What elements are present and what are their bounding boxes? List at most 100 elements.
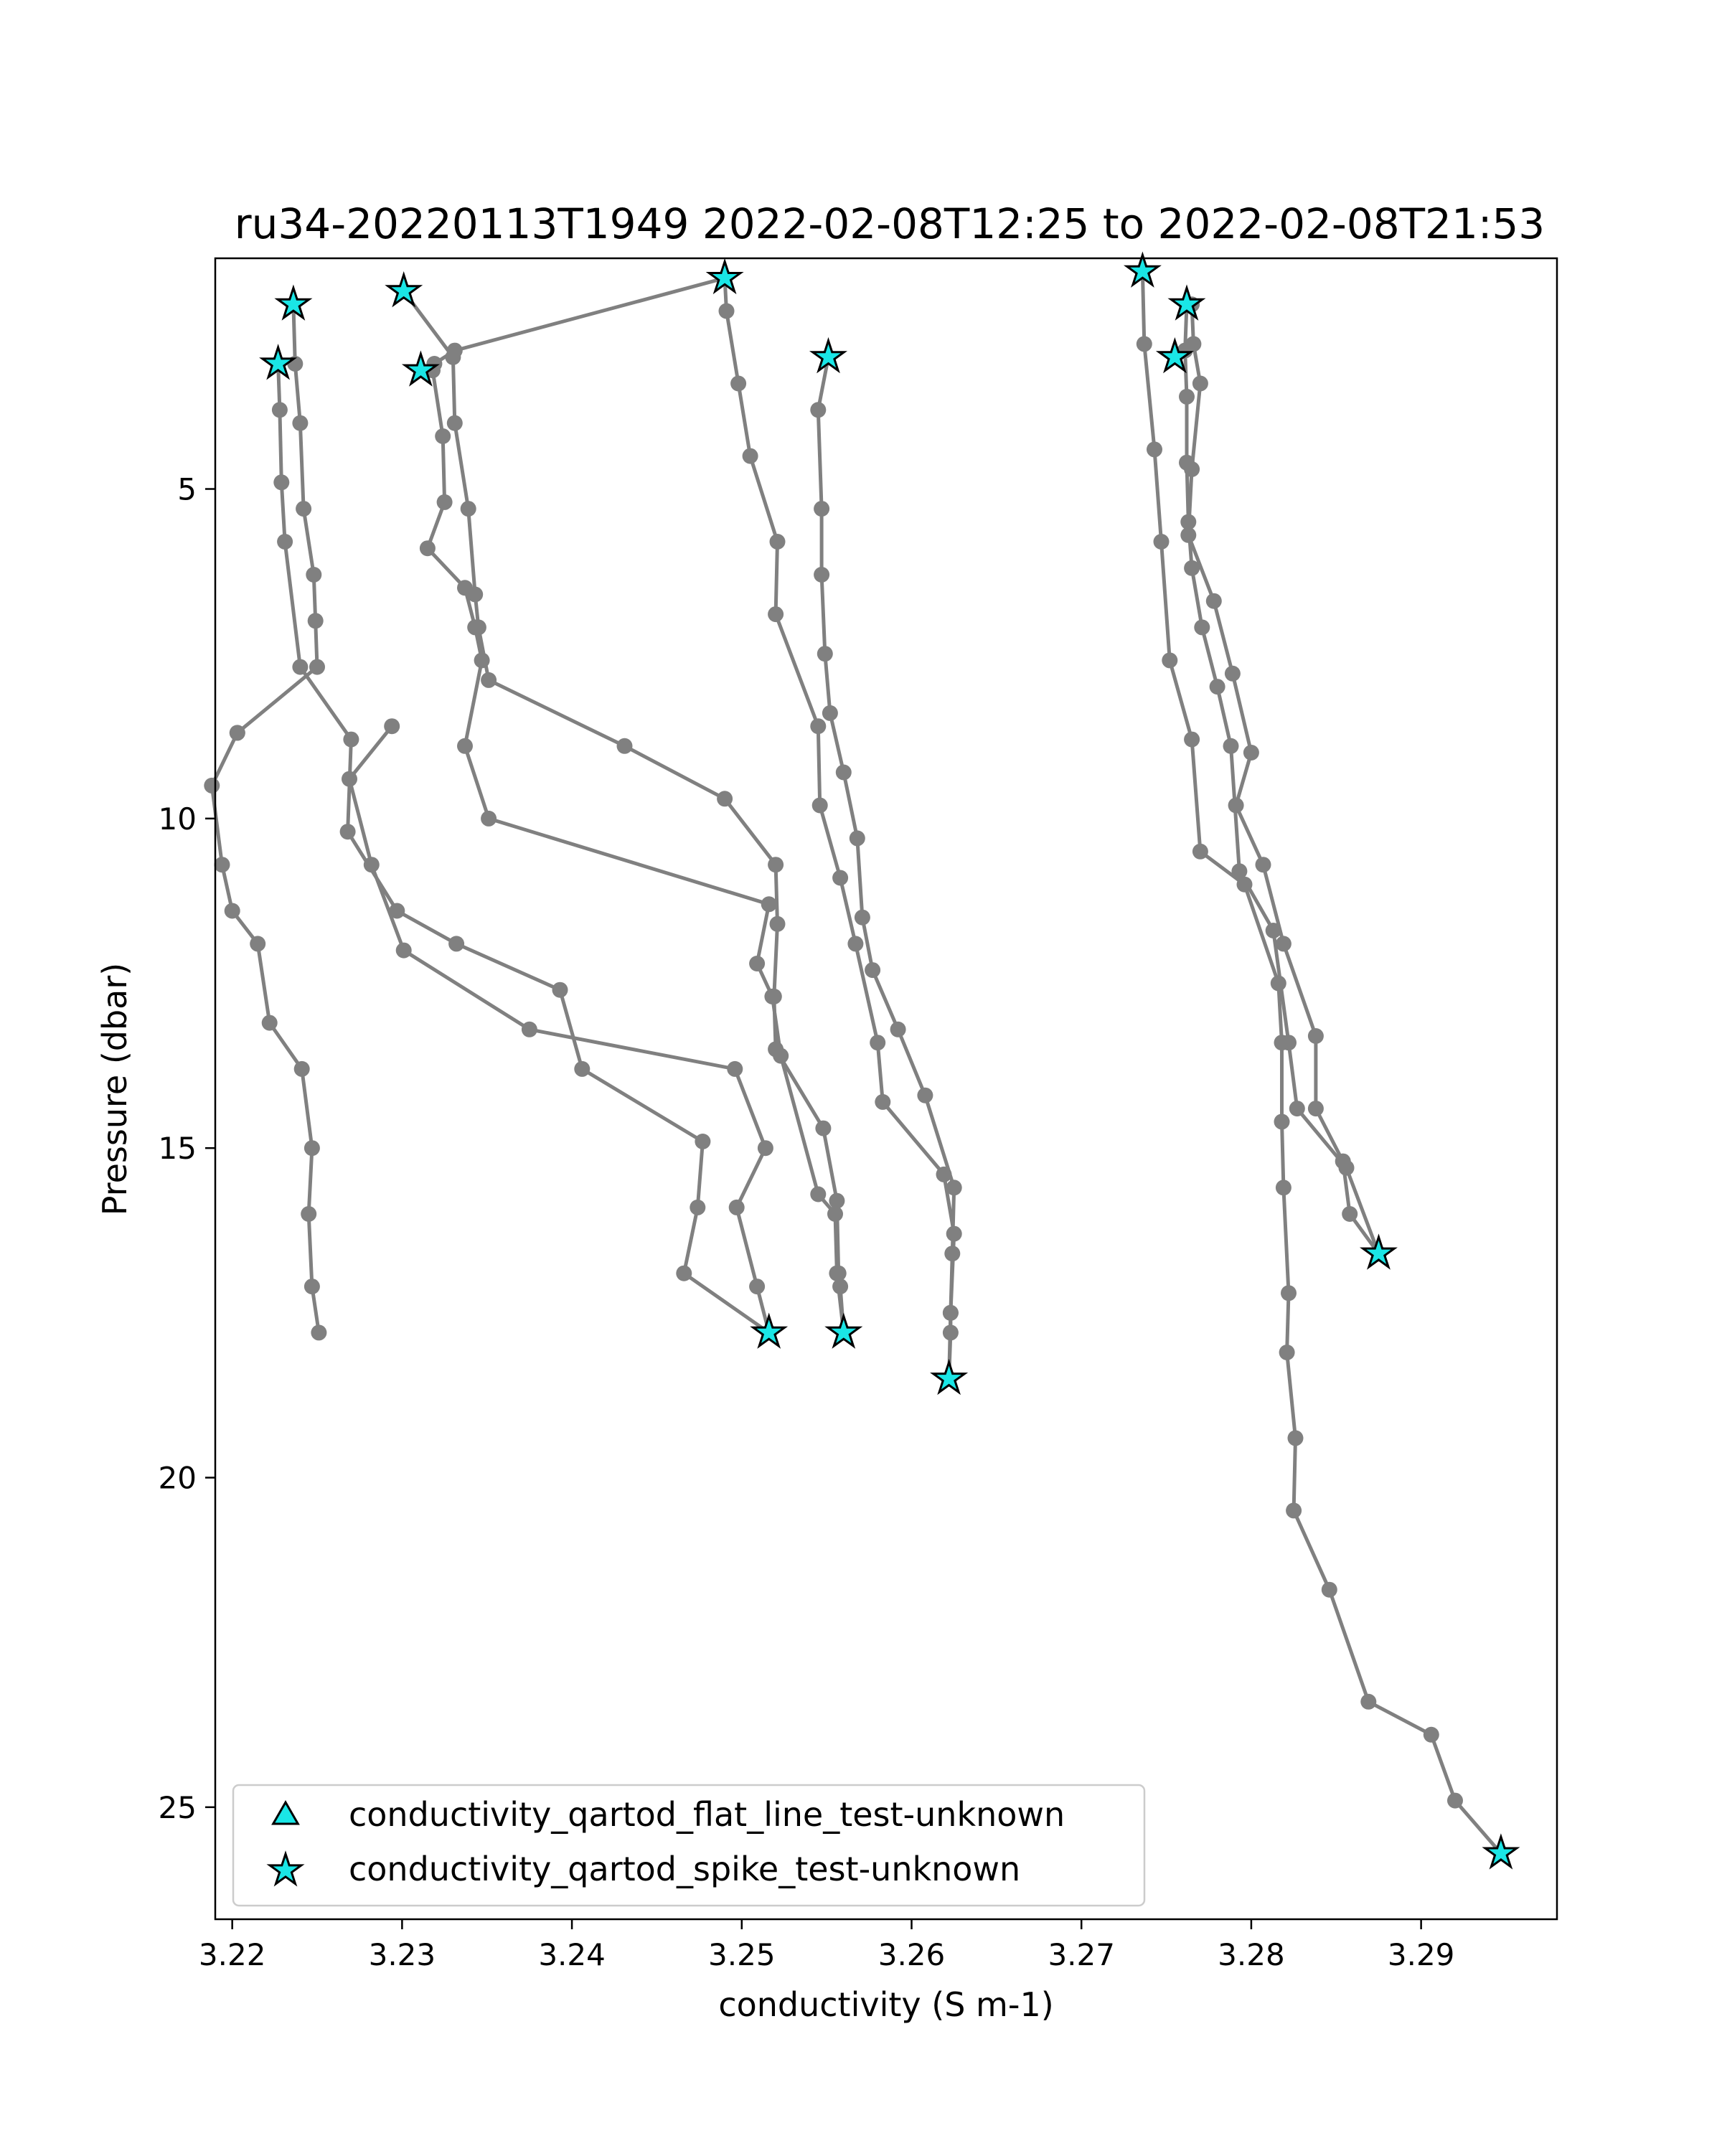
profile-4-point-4: [757, 1140, 773, 1157]
profile-11-point-4: [1307, 1101, 1324, 1117]
profile-6-point-13: [457, 580, 473, 596]
profile-9-point-2: [1136, 336, 1152, 352]
profile-11-point-6: [1275, 936, 1292, 952]
y-axis-label: Pressure (dbar): [95, 963, 134, 1215]
profile-10-point-9: [1223, 738, 1239, 754]
profile-7-point-6: [742, 448, 758, 464]
profile-6-point-10: [457, 738, 473, 754]
profile-2-point-2: [309, 659, 325, 675]
y-tick-label-1: 5: [177, 472, 197, 507]
legend-star-marker: [266, 1850, 305, 1887]
x-tick-label-5: 3.26: [878, 1937, 946, 1972]
spike-test-flag-7: [750, 1312, 789, 1349]
profile-11-point-12: [1180, 527, 1197, 543]
profile-9-point-13: [1281, 1285, 1297, 1301]
profile-6-point-2: [829, 1265, 845, 1281]
profile-5-point-8: [616, 738, 633, 754]
legend-star-shape: [266, 1850, 305, 1887]
spike-test-flag-9: [930, 1358, 969, 1395]
y-tick-label-4: 20: [159, 1461, 197, 1496]
profile-8-point-4: [946, 1180, 962, 1196]
profile-4-point-3: [728, 1199, 745, 1215]
legend-triangle-shape: [271, 1799, 300, 1825]
profile-5-point-7: [481, 672, 497, 688]
x-axis: 3.22 3.23 3.24 3.25 3.26 3.27 3.28 3.29: [199, 1919, 1454, 1972]
legend-label-spike: conductivity_qartod_spike_test-unknown: [349, 1850, 1020, 1888]
spike-test-flag-3: [385, 271, 423, 308]
profile-6-point-3: [827, 1206, 843, 1222]
profile-9-point-18: [1360, 1693, 1377, 1710]
profile-4-point-2: [749, 1279, 766, 1295]
profile-8-point-14: [814, 501, 830, 517]
profile-8-point-8: [854, 909, 870, 926]
profile-5-point-10: [768, 857, 784, 873]
profile-10-point-10: [1231, 863, 1248, 880]
legend-box: [232, 1784, 1146, 1907]
profile-3-point-8: [389, 903, 405, 919]
chart-title: ru34-20220113T1949 2022-02-08T12:25 to 2…: [235, 199, 1545, 248]
profile-11-point-14: [1192, 375, 1208, 392]
profile-11-point-3: [1335, 1153, 1351, 1169]
spike-test-flag-8: [824, 1312, 863, 1349]
profile-10-point-12: [1281, 1035, 1297, 1051]
profile-9-point-4: [1153, 534, 1170, 550]
profile-10-point-13: [1289, 1101, 1305, 1117]
profile-3-point-6: [343, 731, 359, 748]
profile-11-point-15: [1185, 336, 1202, 352]
x-tick-label-1: 3.22: [199, 1937, 266, 1972]
profile-6-point-6: [764, 988, 781, 1004]
profile-1-point-2: [304, 1279, 320, 1295]
profile-6-point-11: [474, 652, 490, 669]
profile-8-point-10: [835, 764, 852, 781]
spike-test-flag-10: [1123, 251, 1162, 288]
profile-7-point-14: [875, 1093, 891, 1110]
profile-1-point-4: [304, 1140, 320, 1157]
profile-6-point-5: [773, 1048, 789, 1064]
y-tick-label-2: 10: [159, 801, 197, 837]
profile-7-point-10: [811, 797, 828, 814]
profile-11-point-10: [1224, 665, 1241, 682]
profile-11-point-13: [1184, 461, 1200, 477]
profile-10-point-6: [1184, 560, 1200, 576]
profile-5-point-4: [460, 501, 476, 517]
profile-7-point-9: [810, 718, 827, 735]
profile-11-point-11: [1205, 593, 1222, 609]
x-tick-label-4: 3.25: [708, 1937, 776, 1972]
x-tick-label-3: 3.24: [538, 1937, 606, 1972]
y-tick-label-5: 25: [159, 1790, 197, 1825]
profile-6-point-9: [481, 810, 497, 827]
profile-line-4: [347, 724, 771, 1334]
profile-11-point-8: [1228, 797, 1244, 814]
x-tick-label-2: 3.23: [369, 1937, 436, 1972]
profile-1-point-8: [224, 903, 240, 919]
profile-8-point-2: [942, 1304, 959, 1321]
profile-3-point-14: [676, 1265, 692, 1281]
profile-10-point-7: [1194, 619, 1210, 636]
y-axis: 5 10 15 20 25: [159, 472, 215, 1825]
spike-test-flag-2: [259, 344, 298, 380]
profile-2-point-6: [292, 415, 309, 431]
profile-1-point-6: [261, 1015, 278, 1031]
plot-area: [204, 251, 1520, 1870]
profile-9-point-6: [1184, 731, 1200, 748]
profile-2-point-3: [307, 613, 324, 629]
profile-8-point-5: [917, 1087, 933, 1103]
legend-triangle-marker: [271, 1799, 300, 1825]
profile-11-point-2: [1342, 1206, 1358, 1222]
profile-6-point-14: [419, 540, 436, 557]
profile-3-point-13: [690, 1199, 706, 1215]
spike-test-flag-1: [274, 284, 313, 321]
profile-3-point-9: [448, 936, 465, 952]
profile-3-point-5: [292, 659, 309, 675]
profile-2-point-5: [296, 501, 312, 517]
spike-test-flag-5: [705, 258, 744, 295]
profile-9-point-15: [1287, 1430, 1304, 1446]
profile-3-point-12: [695, 1134, 711, 1149]
profile-9-point-5: [1162, 652, 1178, 669]
spike-test-flag-14: [1482, 1833, 1520, 1870]
profile-3-point-3: [273, 474, 290, 491]
profile-7-point-5: [730, 375, 747, 392]
spike-test-flag-12: [1155, 336, 1194, 374]
profile-6-point-8: [761, 896, 777, 913]
